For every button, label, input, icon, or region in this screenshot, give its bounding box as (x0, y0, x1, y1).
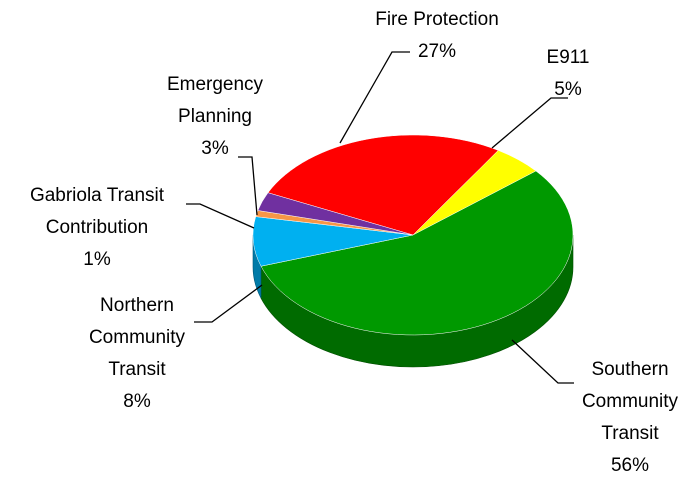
data-label: E911 5% (528, 42, 608, 106)
value-label: 5% (554, 79, 582, 100)
leader-line (491, 97, 568, 149)
data-label: Emergency Planning 3% (155, 69, 275, 165)
category-label: Emergency Planning (166, 74, 264, 127)
value-label: 1% (83, 249, 111, 270)
leader-line (511, 339, 574, 384)
leader-line (186, 203, 255, 229)
category-label: E911 (546, 47, 590, 68)
slice (260, 170, 574, 336)
data-label: Fire Protection 27% (337, 4, 537, 68)
leader-line (238, 156, 258, 216)
data-label: Northern Community Transit 8% (72, 290, 202, 418)
data-label: Gabriola Transit Contribution 1% (7, 180, 187, 276)
category-label: Gabriola Transit Contribution (29, 185, 165, 238)
leader-line (194, 284, 263, 323)
data-label: Southern Community Transit 56% (565, 354, 692, 482)
value-label: 56% (610, 455, 650, 476)
category-label: Fire Protection (375, 9, 499, 30)
slice (257, 192, 414, 236)
value-label: 8% (123, 391, 151, 412)
category-label: Northern Community Transit (88, 295, 186, 380)
leader-line (339, 51, 410, 144)
value-label: 27% (417, 41, 457, 62)
slice (267, 134, 499, 236)
category-label: Southern Community Transit (581, 359, 679, 444)
value-label: 3% (201, 138, 229, 159)
